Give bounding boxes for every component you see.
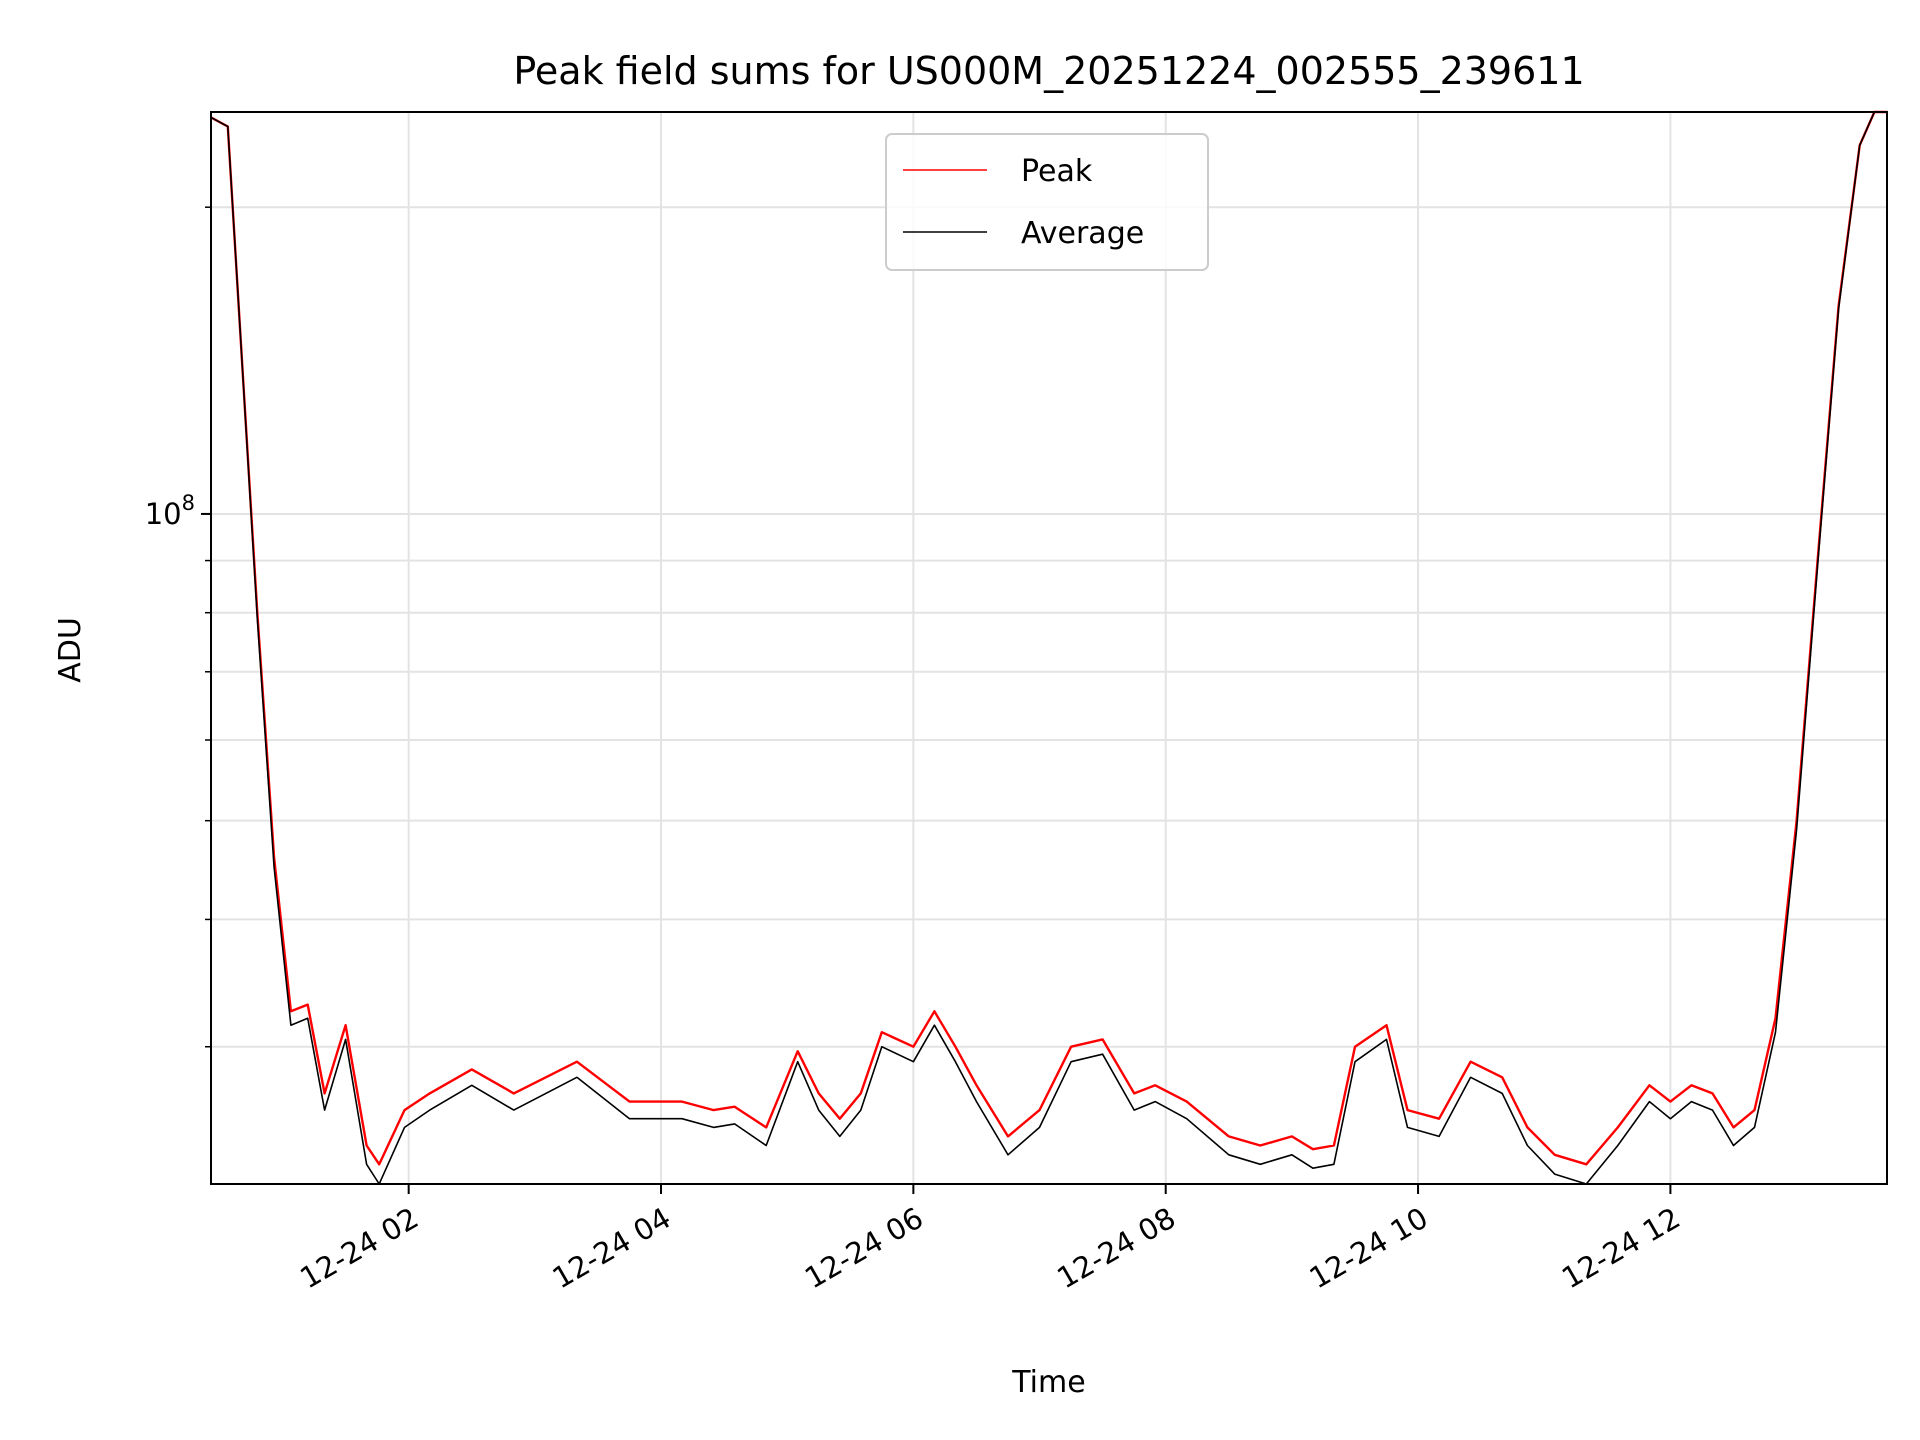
grid-lines bbox=[211, 112, 1887, 1184]
legend-label-average: Average bbox=[1021, 216, 1144, 251]
y-axis-label: ADU bbox=[53, 617, 88, 683]
series-line-peak bbox=[210, 110, 1887, 1166]
chart-title: Peak field sums for US000M_20251224_0025… bbox=[513, 49, 1584, 93]
legend: Peak Average bbox=[885, 133, 1209, 271]
series-lines bbox=[210, 110, 1887, 1185]
x-axis-label: Time bbox=[1011, 1365, 1085, 1400]
y-axis-ticks: 108 bbox=[145, 206, 211, 1048]
legend-label-peak: Peak bbox=[1021, 154, 1093, 189]
legend-box bbox=[885, 133, 1209, 271]
series-line-average bbox=[210, 111, 1887, 1185]
plot-frame bbox=[210, 111, 1888, 1185]
y-tick-label: 108 bbox=[145, 491, 195, 531]
